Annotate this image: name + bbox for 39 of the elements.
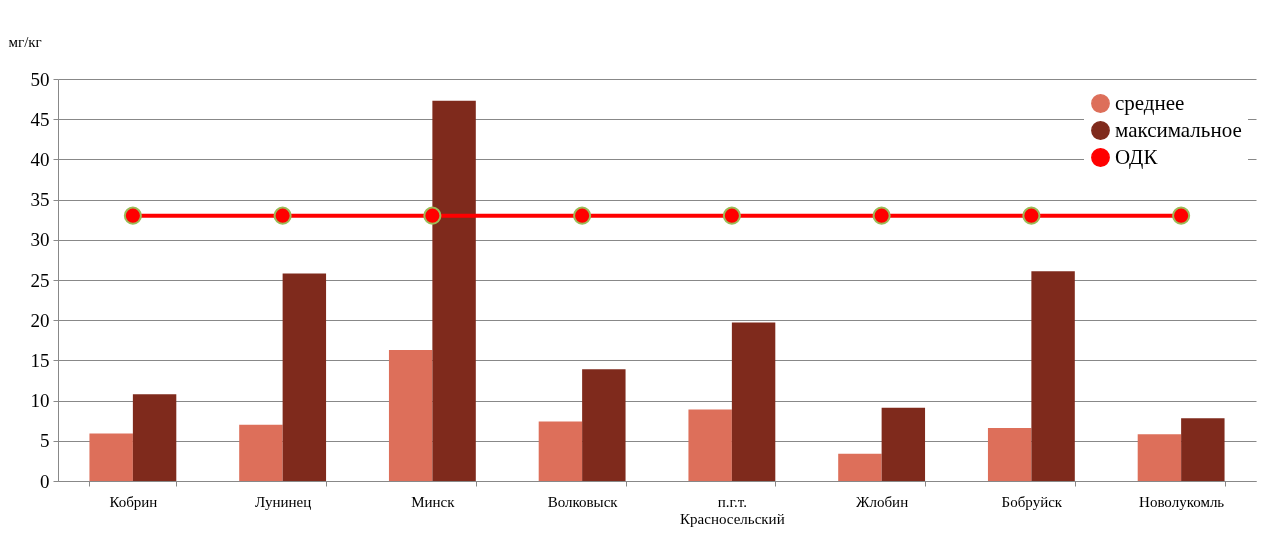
y-tick-label: 0 bbox=[40, 470, 50, 492]
y-tick-label: 30 bbox=[30, 229, 50, 251]
y-tick-label: 40 bbox=[30, 148, 50, 170]
x-tick-label: Волковыск bbox=[547, 493, 619, 510]
y-tick-label: 25 bbox=[30, 269, 50, 291]
bar bbox=[838, 453, 882, 481]
bar bbox=[987, 427, 1032, 481]
legend-label: максимальное bbox=[1115, 117, 1242, 142]
bar bbox=[1181, 418, 1225, 481]
bar bbox=[688, 409, 732, 481]
y-tick-label: 10 bbox=[30, 390, 50, 412]
bar bbox=[582, 369, 626, 481]
bar bbox=[538, 421, 583, 481]
bar bbox=[89, 433, 133, 481]
bar bbox=[432, 100, 476, 481]
x-tick-label: Лунинец bbox=[255, 493, 312, 510]
bar bbox=[881, 407, 926, 481]
x-tick-label: Жлобин bbox=[856, 493, 909, 510]
y-tick-label: 35 bbox=[30, 189, 50, 211]
bar bbox=[731, 322, 776, 481]
y-tick-label: 50 bbox=[30, 68, 50, 90]
y-tick-label: 20 bbox=[30, 309, 50, 331]
legend-label: ОДК bbox=[1115, 144, 1159, 169]
y-axis-title: мг/кг bbox=[8, 33, 42, 50]
bar bbox=[282, 273, 327, 481]
y-tick-label: 5 bbox=[40, 430, 50, 452]
bar bbox=[132, 394, 177, 481]
y-tick-label: 15 bbox=[30, 349, 50, 371]
bar bbox=[239, 424, 283, 481]
y-tick-label: 45 bbox=[30, 108, 50, 130]
bar bbox=[1137, 434, 1182, 481]
x-tick-label: Новолукомль bbox=[1139, 493, 1225, 510]
x-tick-label: Минск bbox=[411, 493, 456, 510]
bar bbox=[388, 349, 433, 481]
x-tick-label: Бобруйск bbox=[1001, 493, 1063, 510]
x-tick-label: Кобрин bbox=[109, 493, 158, 510]
x-tick-label: п.г.т. Красносельский bbox=[680, 493, 785, 527]
bar bbox=[1031, 271, 1075, 481]
legend-label: среднее bbox=[1115, 90, 1185, 115]
